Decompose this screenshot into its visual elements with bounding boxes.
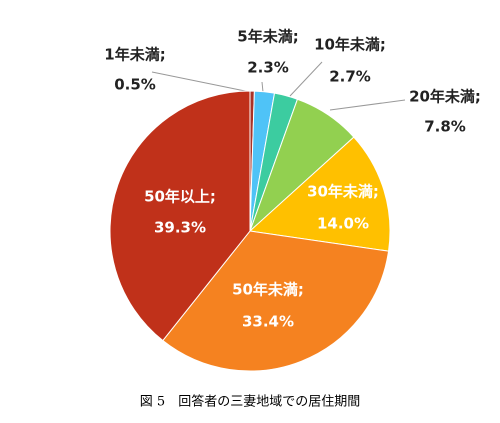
value-label: 0.5% [114, 76, 156, 94]
category-label: 5年未満; [237, 28, 298, 46]
value-label: 7.8% [424, 118, 466, 136]
value-label: 39.3% [154, 219, 206, 237]
value-label: 14.0% [317, 215, 369, 233]
category-label: 10年未満; [314, 36, 386, 54]
pie-slice [162, 230, 390, 372]
category-label: 1年未満; [104, 46, 165, 64]
value-label: 2.7% [329, 68, 371, 86]
leader-line [289, 61, 323, 97]
caption: 図 5 回答者の三妻地域での居住期間 [140, 394, 360, 410]
pie-slice [248, 136, 391, 252]
leader-line [261, 81, 264, 93]
value-label: 33.4% [242, 313, 294, 331]
pie-slice [109, 90, 251, 342]
category-label: 30年未満; [307, 183, 379, 201]
value-label: 2.3% [247, 59, 289, 77]
leader-line [151, 71, 251, 93]
leader-line [329, 99, 406, 111]
leader-lines [151, 61, 406, 111]
category-label: 50年未満; [232, 281, 304, 299]
category-label: 50年以上; [144, 188, 216, 206]
category-label: 20年未満; [409, 88, 481, 106]
